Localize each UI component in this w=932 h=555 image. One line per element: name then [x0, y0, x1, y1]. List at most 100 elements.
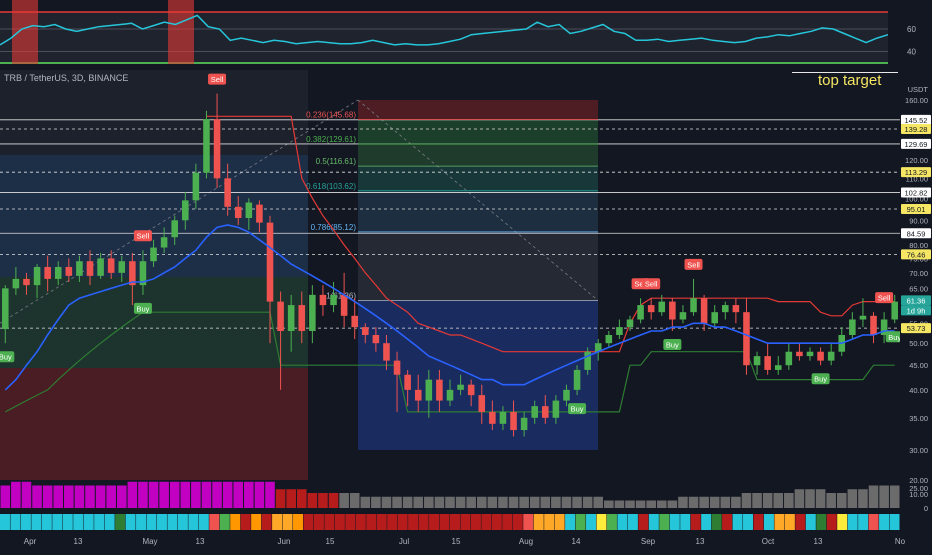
volume-bar [0, 485, 11, 508]
heat-cell [784, 514, 795, 530]
price-axis-tick: 110.00 [906, 174, 928, 183]
time-axis-label: Jun [278, 537, 291, 546]
candle-body [499, 411, 507, 424]
volume-bar [625, 500, 635, 508]
time-axis-label: 15 [452, 537, 461, 546]
candle-body [160, 237, 168, 248]
candle [414, 374, 422, 412]
volume-bar [85, 485, 95, 508]
candle [404, 369, 411, 407]
candle [563, 384, 570, 407]
candle-body [880, 319, 888, 335]
heat-cell [83, 514, 94, 530]
volume-bar [741, 493, 752, 508]
candle [33, 264, 41, 299]
candle [2, 285, 9, 344]
volume-bar [148, 481, 159, 508]
volume-bar [858, 489, 868, 508]
fib-level-label: 0.382(129.61) [306, 135, 356, 144]
candle-body [287, 305, 295, 332]
stop-zone-red [0, 368, 308, 480]
heat-cell [565, 514, 576, 530]
volume-bar [519, 496, 529, 508]
volume-bar [731, 496, 741, 508]
price-label-badge [901, 167, 931, 178]
candle-body [806, 351, 814, 357]
candle-body [573, 369, 581, 390]
heat-cell [889, 514, 900, 530]
volume-bar [836, 493, 847, 508]
candle-body [616, 327, 623, 335]
signal-badge [133, 302, 152, 314]
candle-body [425, 379, 433, 401]
candle-body [2, 288, 9, 330]
signal-badge [811, 373, 830, 385]
candle [552, 395, 560, 424]
top-target-line [792, 72, 898, 73]
heat-cell [868, 514, 879, 530]
fib-trend-line [357, 99, 599, 301]
heat-cell [847, 514, 858, 530]
volume-bar [339, 493, 349, 508]
candle-body [753, 356, 761, 366]
sell-signal: Sell [642, 278, 661, 290]
sell-signal: Sell [133, 230, 152, 242]
candle [700, 294, 708, 332]
volume-bar [572, 496, 582, 508]
signal-badge [663, 339, 682, 351]
candle-body [97, 258, 104, 276]
price-axis-tick: 80.00 [909, 241, 928, 250]
time-axis-label: 13 [696, 537, 705, 546]
heat-cell [669, 514, 680, 530]
heat-cell [690, 514, 701, 530]
heat-cell [795, 514, 806, 530]
heat-cell [617, 514, 628, 530]
candle [594, 339, 602, 361]
candle-body [150, 247, 157, 262]
volume-bar [424, 496, 434, 508]
candle-body [319, 294, 327, 306]
signal-badge [642, 278, 661, 290]
candle [891, 294, 898, 324]
price-axis-tick: 70.00 [909, 269, 928, 278]
candle-body [743, 312, 750, 366]
price-label: 1d 9h [907, 306, 926, 315]
signal-label: Buy [888, 333, 901, 342]
candle-body [65, 266, 73, 276]
candle-body [139, 261, 147, 286]
volume-bar [127, 481, 138, 508]
candle [97, 252, 104, 279]
heat-cell [272, 514, 283, 530]
volume-bar [32, 485, 42, 508]
candle-body [54, 266, 62, 279]
fib-zone [358, 119, 598, 145]
volume-bar [254, 481, 265, 508]
volume-bar [826, 493, 836, 508]
heat-cell [627, 514, 638, 530]
candle [817, 347, 824, 366]
candle [711, 305, 718, 328]
candle [12, 266, 20, 295]
price-label: 129.69 [905, 140, 928, 149]
heat-cell [648, 514, 659, 530]
volume-bar [667, 500, 678, 508]
heat-cell [230, 514, 241, 530]
price-label: 84.59 [907, 229, 926, 238]
candle-body [12, 278, 20, 289]
oscillator-overbought-zone [12, 0, 38, 64]
candle-body [796, 351, 803, 357]
candle [542, 395, 549, 424]
signal-badge [133, 230, 152, 242]
price-label-badge [901, 295, 931, 306]
candle [266, 215, 274, 344]
candle-body [457, 384, 464, 390]
candle [806, 347, 814, 361]
price-axis-tick: 30.00 [909, 446, 928, 455]
volume-bar [434, 496, 445, 508]
candle [796, 343, 803, 361]
time-axis-label: Oct [762, 537, 775, 546]
candle-body [129, 261, 136, 286]
heat-cell [774, 514, 785, 530]
